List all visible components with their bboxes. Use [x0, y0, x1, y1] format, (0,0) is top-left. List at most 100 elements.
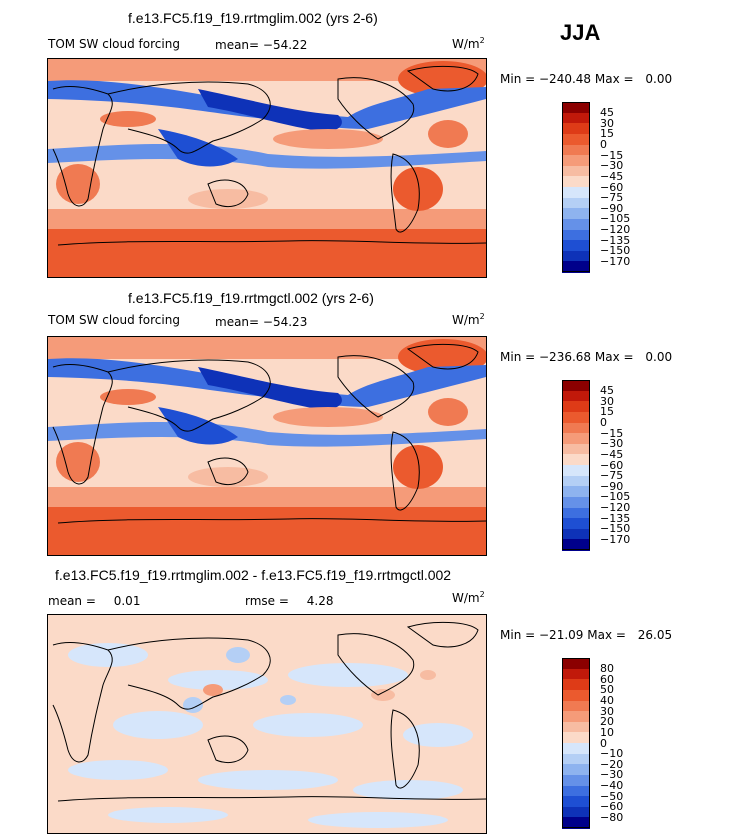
colorbar-level-label: 15 [600, 127, 614, 141]
colorbar-cell [562, 443, 590, 455]
panel-3-units-exp: 2 [479, 590, 485, 599]
colorbar-cell [562, 380, 590, 392]
panel-1-mean-value: −54.22 [262, 38, 308, 52]
colorbar-level-label: −20 [600, 757, 624, 771]
colorbar-level-label: −170 [600, 532, 631, 546]
colorbar-level-label: −50 [600, 789, 624, 803]
panel-3-map [47, 614, 487, 834]
colorbar-level-label: 15 [600, 405, 614, 419]
panel-1-max-label: Max = [594, 72, 634, 86]
colorbar-cell [562, 796, 590, 808]
colorbar-cell [562, 700, 590, 712]
colorbar-level-label: −75 [600, 469, 624, 483]
panel-1-colorbar: 45 30 15 0 −15 −30 −45 −60 −75 −90 −105 −120 −135 −15… [562, 102, 652, 273]
colorbar-level-label: 10 [600, 725, 614, 739]
colorbar-frame [562, 658, 590, 828]
panel-3-rmse-label: rmse = [245, 594, 289, 608]
colorbar-cell [562, 806, 590, 818]
panel-1-map-svg [48, 59, 486, 277]
colorbar-cell [562, 774, 590, 786]
colorbar-level-label: 0 [600, 416, 607, 429]
colorbar-cell [562, 208, 590, 220]
colorbar-cell [562, 711, 590, 723]
colorbar-cell [562, 144, 590, 156]
colorbar-level-label: −135 [600, 511, 631, 525]
colorbar-level-label: −60 [600, 458, 624, 472]
panel-3-units: W/m2 [452, 590, 485, 605]
colorbar-level-label: −30 [600, 768, 624, 782]
panel-1-minmax: Min = −240.48 Max = 0.00 [500, 72, 672, 86]
panel-2-units-exp: 2 [479, 312, 485, 321]
colorbar-level-label: 60 [600, 672, 614, 686]
colorbar-cell [562, 155, 590, 167]
colorbar-cell [562, 486, 590, 498]
colorbar-cell [562, 218, 590, 230]
colorbar-level-label: 80 [600, 662, 614, 676]
colorbar-level-label: 20 [600, 715, 614, 729]
colorbar-cell [562, 123, 590, 135]
colorbar-cell [562, 764, 590, 776]
colorbar-cell [562, 261, 590, 273]
colorbar-level-label: 30 [600, 704, 614, 718]
panel-2-max-value: 0.00 [645, 350, 673, 364]
panel-1-max-value: 0.00 [645, 72, 673, 86]
season-label: JJA [560, 20, 601, 45]
colorbar-cell [562, 668, 590, 680]
colorbar-cell [562, 133, 590, 145]
panel-1-mean: mean= −54.22 [215, 38, 307, 52]
panel-1-mean-label: mean= [215, 38, 260, 52]
colorbar-level-label: −40 [600, 779, 624, 792]
panel-2-mean: mean= −54.23 [215, 315, 307, 329]
colorbar-level-label: 30 [600, 394, 614, 408]
panel-1-units-exp: 2 [479, 36, 485, 45]
colorbar-cell [562, 390, 590, 402]
panel-2-mean-label: mean= [215, 315, 260, 329]
colorbar-cell [562, 465, 590, 477]
panel-3-max-label: Max = [587, 628, 626, 642]
panel-2-field-label: TOM SW cloud forcing [48, 313, 180, 327]
colorbar-level-label: −75 [600, 191, 624, 205]
panel-2-units-base: W/m [452, 313, 480, 327]
colorbar-cell [562, 496, 590, 508]
colorbar-cell [562, 112, 590, 124]
colorbar-level-label: −105 [600, 490, 631, 504]
panel-2-mean-value: −54.23 [262, 315, 308, 329]
colorbar-level-label: −90 [600, 201, 624, 215]
panel-3-map-svg [48, 615, 486, 833]
colorbar-cell [562, 401, 590, 413]
panel-2-colorbar: 45 30 15 0 −15 −30 −45 −60 −75 −90 −105 −120 −135 −15… [562, 380, 652, 551]
panel-2-title: f.e13.FC5.f19_f19.rrtmgctl.002 (yrs 2-6) [128, 290, 374, 306]
panel-1-field-label: TOM SW cloud forcing [48, 37, 180, 51]
colorbar-level-label: 45 [600, 106, 614, 120]
panel-2-map-svg [48, 337, 486, 555]
colorbar-cell [562, 658, 590, 670]
colorbar-level-label: −105 [600, 212, 631, 226]
panel-1-units: W/m2 [452, 36, 485, 51]
colorbar-level-label: −45 [600, 169, 624, 183]
panel-3-min-value: −21.09 [539, 628, 584, 642]
colorbar-cell [562, 411, 590, 423]
panel-3-rmse: rmse = 4.28 [245, 594, 333, 608]
colorbar-level-label: −30 [600, 437, 624, 451]
colorbar-level-label: 40 [600, 694, 614, 707]
colorbar-cell [562, 679, 590, 691]
colorbar-level-label: −120 [600, 501, 631, 514]
colorbar-level-label: 50 [600, 683, 614, 697]
colorbar-level-label: −10 [600, 747, 624, 761]
panel-2-minmax: Min = −236.68 Max = 0.00 [500, 350, 672, 364]
panel-3-mean-value: 0.01 [113, 594, 141, 608]
colorbar-cell [562, 240, 590, 252]
colorbar-level-label: −150 [600, 522, 631, 536]
colorbar-cell [562, 689, 590, 701]
panel-1-map [47, 58, 487, 278]
colorbar-cell [562, 518, 590, 530]
panel-1-title: f.e13.FC5.f19_f19.rrtmglim.002 (yrs 2-6) [128, 10, 378, 26]
colorbar-level-label: −90 [600, 479, 624, 493]
colorbar-level-label: −170 [600, 254, 631, 268]
colorbar-level-label: −30 [600, 159, 624, 173]
colorbar-cell [562, 785, 590, 797]
colorbar-cell [562, 187, 590, 199]
panel-2-max-label: Max = [594, 350, 634, 364]
panel-2-min-value: −236.68 [539, 350, 592, 364]
colorbar-frame [562, 380, 590, 550]
